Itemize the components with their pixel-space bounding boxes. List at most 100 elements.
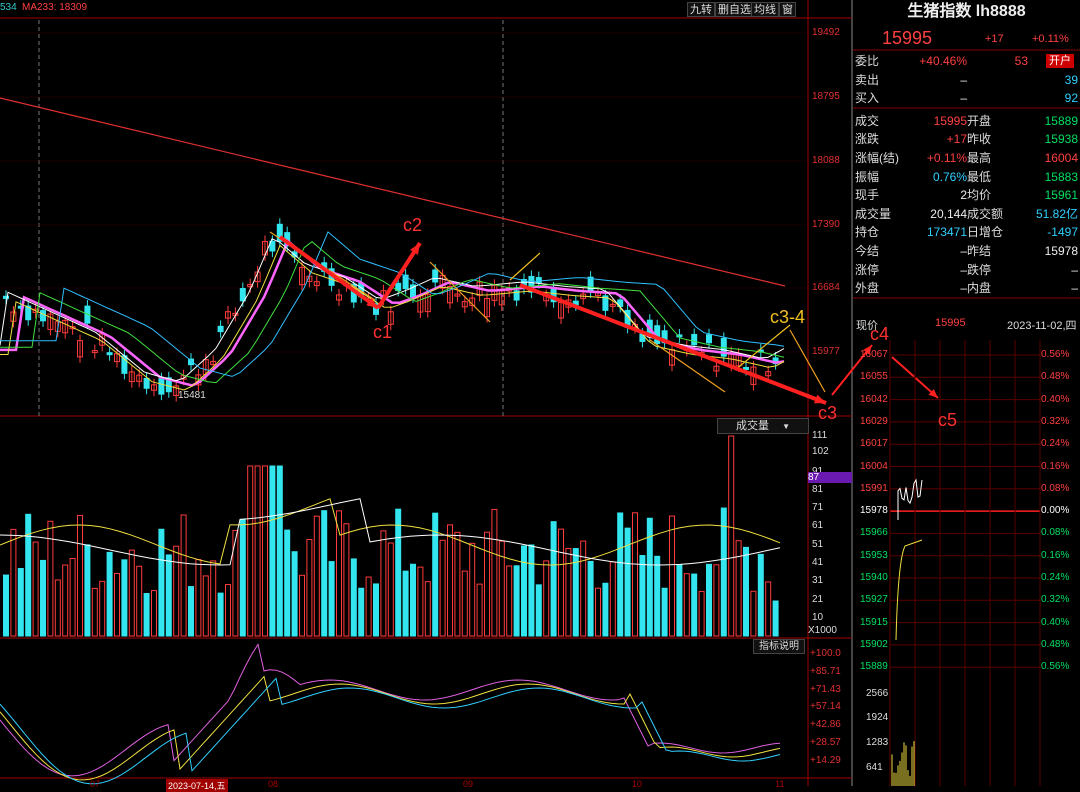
quote-row: 持仓 173471 日增仓 -1497 <box>853 223 1080 241</box>
quote-row-value: 20,144 <box>930 206 967 221</box>
volume-tick: 31 <box>812 575 824 586</box>
volume-bar <box>202 575 209 637</box>
volume-bar <box>402 570 409 637</box>
volume-bar <box>669 515 675 637</box>
moving-average-button[interactable]: 均线 <box>751 2 779 17</box>
quote-row-label: 成交量 <box>855 206 892 221</box>
quote-row-label2: 均价 <box>967 188 992 203</box>
intraday-pct-tick: 0.40% <box>1041 616 1070 628</box>
quote-row: 成交量 20,144 成交额 51.82亿 <box>853 205 1080 223</box>
indicator-help-button[interactable]: 指标说明 <box>753 639 805 654</box>
volume-bar <box>609 561 616 637</box>
volume-bar <box>750 590 757 637</box>
quote-row-label: 持仓 <box>855 225 880 240</box>
quote-row-value3: 16004 <box>1044 151 1078 165</box>
open-account-button[interactable]: 开户 <box>1046 54 1074 68</box>
volume-bar <box>506 565 513 637</box>
candle-body <box>447 286 453 304</box>
candle-body <box>602 295 609 311</box>
intraday-pct-tick: 0.48% <box>1041 371 1070 383</box>
candle-body <box>454 293 461 297</box>
candle-body <box>313 281 320 287</box>
volume-bar <box>276 465 283 637</box>
volume-bar <box>3 574 9 637</box>
candle-body <box>587 276 594 293</box>
window-button[interactable]: 窗 <box>779 2 796 17</box>
indicator-tick: +42.86 <box>810 719 841 730</box>
price-tick: 18795 <box>812 91 840 102</box>
ma-white-line <box>0 238 785 382</box>
quote-row: 现手 2 均价 15961 <box>853 186 1080 204</box>
intraday-pct-tick: 0.16% <box>1041 549 1070 561</box>
wave-line <box>649 339 726 393</box>
x-label-09: 09 <box>463 779 474 789</box>
intraday-pct-tick: 0.00% <box>1041 505 1070 517</box>
volume-unit: X1000 <box>808 625 837 636</box>
annotation-c1: c1 <box>373 322 393 342</box>
intraday-pct-tick: 0.48% <box>1041 638 1070 650</box>
intraday-pct-tick: 0.08% <box>1041 527 1070 539</box>
volume-bar <box>543 560 550 637</box>
last-price: 15995 <box>882 28 933 48</box>
volume-bar <box>143 593 150 637</box>
quote-row-value3: 39 <box>1064 72 1078 87</box>
volume-bar <box>521 545 527 637</box>
quote-row-label: 今结 <box>855 244 880 258</box>
quote-row-label2: 成交额 <box>967 206 1004 221</box>
ma-legend: MA233: 18309 <box>22 2 88 13</box>
quote-row: 卖出 – 39 <box>853 71 1080 89</box>
quote-row: 今结 – 昨结 15978 <box>853 242 1080 260</box>
volume-bar <box>535 584 542 637</box>
quote-row-value: – <box>960 281 967 296</box>
quote-row-value3: 15883 <box>1044 169 1078 184</box>
now-price-value: 15995 <box>935 317 966 329</box>
candle-body <box>62 319 69 334</box>
x-label-08: 08 <box>268 779 279 789</box>
remove-favorite-button[interactable]: 删自选 <box>715 2 754 17</box>
volume-bar <box>84 544 91 637</box>
indicator-d-line <box>0 675 781 781</box>
quote-row-label: 买入 <box>855 91 880 106</box>
nine-turn-button[interactable]: 九转 <box>687 2 715 17</box>
candle-body <box>373 303 379 315</box>
volume-indicator-dropdown[interactable]: 成交量 ▼ <box>717 418 809 434</box>
volume-tick: 21 <box>812 594 824 605</box>
candle-body <box>225 311 231 319</box>
candle-body <box>202 359 209 375</box>
volume-bar <box>262 465 268 637</box>
intraday-avg-line <box>895 539 923 641</box>
candle-body <box>336 294 342 301</box>
volume-tick: 61 <box>812 520 824 531</box>
candle-body <box>247 283 254 288</box>
instrument-title: 生猪指数 lh8888 <box>907 3 1026 20</box>
quote-row-label2: 昨收 <box>967 132 992 147</box>
candle-body <box>609 303 616 307</box>
volume-bar <box>454 531 461 637</box>
quote-row-value3: 15961 <box>1044 188 1078 203</box>
volume-bar <box>165 554 172 637</box>
volume-bar <box>54 579 61 637</box>
volume-bar <box>595 587 601 637</box>
quote-row-value: +0.11% <box>926 151 967 165</box>
quote-row-label2: 昨结 <box>967 244 992 258</box>
volume-tick: 41 <box>812 557 824 568</box>
intraday-volume-tick: 2566 <box>866 688 889 699</box>
volume-bar <box>343 523 350 637</box>
volume-bar <box>447 524 453 637</box>
volume-tick: 102 <box>812 446 829 457</box>
volume-bar <box>40 559 46 637</box>
volume-bar <box>32 541 39 637</box>
quote-row-label2: 日增仓 <box>967 225 1004 240</box>
quote-row-value: 173471 <box>926 225 967 240</box>
intraday-price-tick: 16067 <box>860 349 888 360</box>
annotation-arrow <box>519 283 827 405</box>
volume-bar <box>624 527 631 637</box>
volume-bar <box>565 548 572 637</box>
volume-bar <box>706 563 712 637</box>
quote-row-label: 涨跌 <box>855 132 880 147</box>
indicator-tick: +14.29 <box>810 755 841 766</box>
volume-bar <box>106 551 113 637</box>
candle-body <box>743 367 749 371</box>
volume-bar <box>632 512 638 637</box>
